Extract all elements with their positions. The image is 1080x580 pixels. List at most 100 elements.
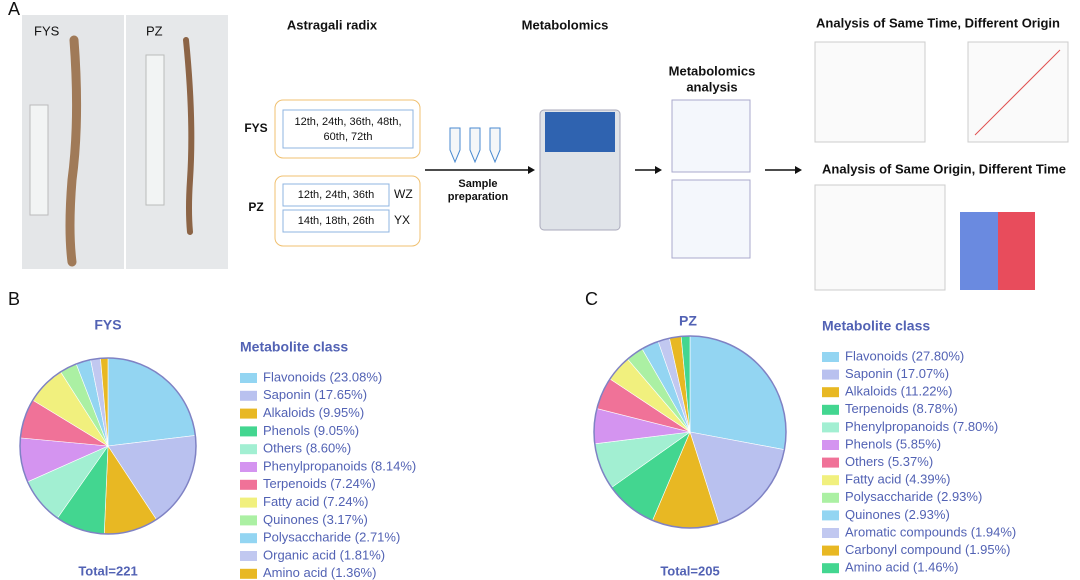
legend-label: Polysaccharide (2.93%) [845,489,982,504]
legend-title: Metabolite class [822,318,930,334]
legend-label: Saponin (17.65%) [263,387,367,402]
legend-label: Flavonoids (23.08%) [263,369,382,384]
legend-swatch [240,426,257,437]
step-label: preparation [448,191,509,203]
legend-swatch [822,352,839,362]
legend-swatch [240,497,257,508]
legend-label: Alkaloids (9.95%) [263,405,364,420]
arrow-head [795,166,802,174]
group-label: PZ [248,200,263,214]
legend-label: Flavonoids (27.80%) [845,348,964,363]
pie-outline [593,335,787,529]
time-box [282,183,390,207]
section-title: analysis [686,79,737,94]
legend-label: Phenylpropanoids (8.14%) [263,458,416,473]
legend-swatch [822,492,839,503]
arrow-head [655,166,662,174]
time-text: 12th, 24th, 36th, 48th, [294,116,401,128]
legend-swatch [240,390,257,401]
arrow-head [528,166,535,174]
legend-label: Phenols (5.85%) [845,436,941,451]
legend-swatch [822,528,839,538]
root [183,37,195,235]
legend-swatch [240,533,257,544]
legend-label: Alkaloids (11.22%) [845,384,952,399]
tag: YX [394,213,410,227]
legend-label: Organic acid (1.81%) [263,547,385,562]
legend-swatch [822,510,839,521]
legend-swatch [822,404,839,415]
panel-label: C [585,289,598,309]
legend-label: Fatty acid (7.24%) [263,494,369,509]
pie-outline [19,357,197,535]
ruler [29,104,49,216]
legend-swatch [822,563,839,574]
legend-swatch [240,515,257,526]
legend-swatch [822,457,839,468]
time-text: 12th, 24th, 36th [298,189,374,201]
legend-swatch [240,373,257,383]
chart-title: PZ [679,313,697,329]
panel-label: A [8,0,20,19]
legend-label: Saponin (17.07%) [845,366,949,381]
total-label: Total=205 [660,563,719,578]
legend-swatch [240,462,257,472]
legend-label: Amino acid (1.46%) [845,560,958,575]
roc-curve [974,49,1061,136]
legend-label: Polysaccharide (2.71%) [263,530,400,545]
legend-label: Others (8.60%) [263,441,351,456]
legend-label: Others (5.37%) [845,454,933,469]
section-title: Metabolomics [669,63,756,78]
legend-swatch [822,387,839,398]
photo-label: FYS [34,23,60,38]
chromatogram-plot [671,179,751,259]
root [65,35,82,267]
time-text: 14th, 18th, 26th [298,215,374,227]
time-text: 60th, 72th [324,131,373,143]
legend-label: Terpenoids (7.24%) [263,476,376,491]
legend-swatch [240,479,257,490]
legend-swatch [822,475,839,486]
volcano-plot [814,41,926,143]
photo-label: PZ [146,23,163,38]
chart-title: FYS [94,317,121,333]
legend-label: Quinones (2.93%) [845,507,950,522]
pie-slice [689,335,787,450]
legend-swatch [240,551,257,561]
trend-plot [814,184,946,291]
group-box [274,99,421,159]
legend-label: Fatty acid (4.39%) [845,472,951,487]
section-title: Analysis of Same Time, Different Origin [816,15,1060,30]
tag: WZ [394,187,413,201]
pie-slice [107,357,196,447]
legend-label: Aromatic compounds (1.94%) [845,524,1016,539]
total-label: Total=221 [78,563,137,578]
legend-label: Terpenoids (8.78%) [845,401,958,416]
time-box [282,209,390,233]
time-box [282,109,414,149]
legend-label: Phenols (9.05%) [263,423,359,438]
legend-swatch [822,440,839,450]
section-title: Astragali radix [287,17,378,32]
legend-label: Phenylpropanoids (7.80%) [845,419,998,434]
legend-swatch [822,545,839,556]
group-label: FYS [244,121,267,135]
spectrum-plot [671,99,751,173]
section-title: Analysis of Same Origin, Different Time [822,161,1066,176]
legend-swatch [240,444,257,455]
ruler [145,54,165,206]
legend-label: Amino acid (1.36%) [263,565,376,580]
photo [126,15,228,269]
legend-swatch [822,422,839,433]
legend-label: Carbonyl compound (1.95%) [845,542,1010,557]
legend-swatch [240,408,257,419]
heatmap-block [998,212,1035,290]
group-box [274,175,421,247]
legend-title: Metabolite class [240,339,348,355]
legend-swatch [822,369,839,380]
legend-label: Quinones (3.17%) [263,512,368,527]
legend-swatch [240,568,257,579]
instrument-panel [545,112,615,152]
panel-label: B [8,289,20,309]
